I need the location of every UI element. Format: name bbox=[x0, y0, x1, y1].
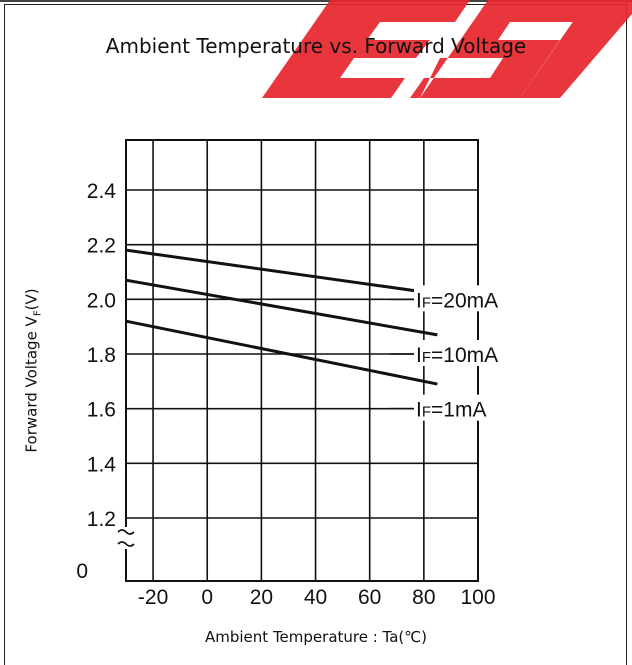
y-tick-label: 1.2 bbox=[87, 508, 116, 531]
y-tick-label: 2.4 bbox=[87, 180, 117, 203]
break-gap bbox=[118, 527, 134, 549]
x-tick-label: 80 bbox=[412, 586, 435, 609]
series-label-bg-2 bbox=[414, 394, 510, 421]
series-line-2 bbox=[125, 319, 438, 386]
series-lines bbox=[125, 248, 438, 386]
x-tick-label: 0 bbox=[201, 586, 213, 609]
series-label-1: IF=10mA bbox=[416, 344, 498, 367]
x-tick-label: 60 bbox=[358, 586, 381, 609]
series-line-1 bbox=[125, 278, 438, 337]
x-tick-label: 20 bbox=[250, 586, 273, 609]
figure-frame bbox=[4, 4, 627, 665]
x-tick-label: 100 bbox=[460, 586, 495, 609]
y-tick-label: 2.0 bbox=[87, 289, 116, 312]
series-label-0: IF=20mA bbox=[416, 289, 498, 312]
y-tick-label: 1.4 bbox=[87, 453, 117, 476]
break-wave-upper bbox=[117, 529, 135, 535]
y-tick-label: 1.6 bbox=[87, 399, 116, 422]
series-label-2: IF=1mA bbox=[416, 399, 486, 422]
series-label-bg-1 bbox=[414, 340, 510, 366]
series-label-bg-0 bbox=[414, 285, 510, 312]
x-tick-label: -20 bbox=[138, 586, 168, 609]
break-wave-lower bbox=[117, 541, 135, 547]
y-axis-break-mark bbox=[117, 527, 135, 549]
top-border-line bbox=[0, 0, 632, 2]
chart-title: Ambient Temperature vs. Forward Voltage bbox=[105, 34, 527, 58]
y-tick-label: 1.8 bbox=[87, 344, 116, 367]
series-line-0 bbox=[125, 248, 438, 296]
tick-labels: -20 0 20 40 60 80 100 1.2 1.4 1.6 1.8 2.0 2.2 2.4 0 bbox=[76, 180, 495, 609]
x-tick-label: 40 bbox=[304, 586, 327, 609]
x-axis-label: Ambient Temperature : Ta(℃) bbox=[205, 628, 427, 646]
y-tick-label: 2.2 bbox=[87, 235, 116, 258]
y-origin-label: 0 bbox=[76, 560, 88, 583]
series-labels: IF=20mA IF=10mA IF=1mA bbox=[390, 285, 510, 422]
